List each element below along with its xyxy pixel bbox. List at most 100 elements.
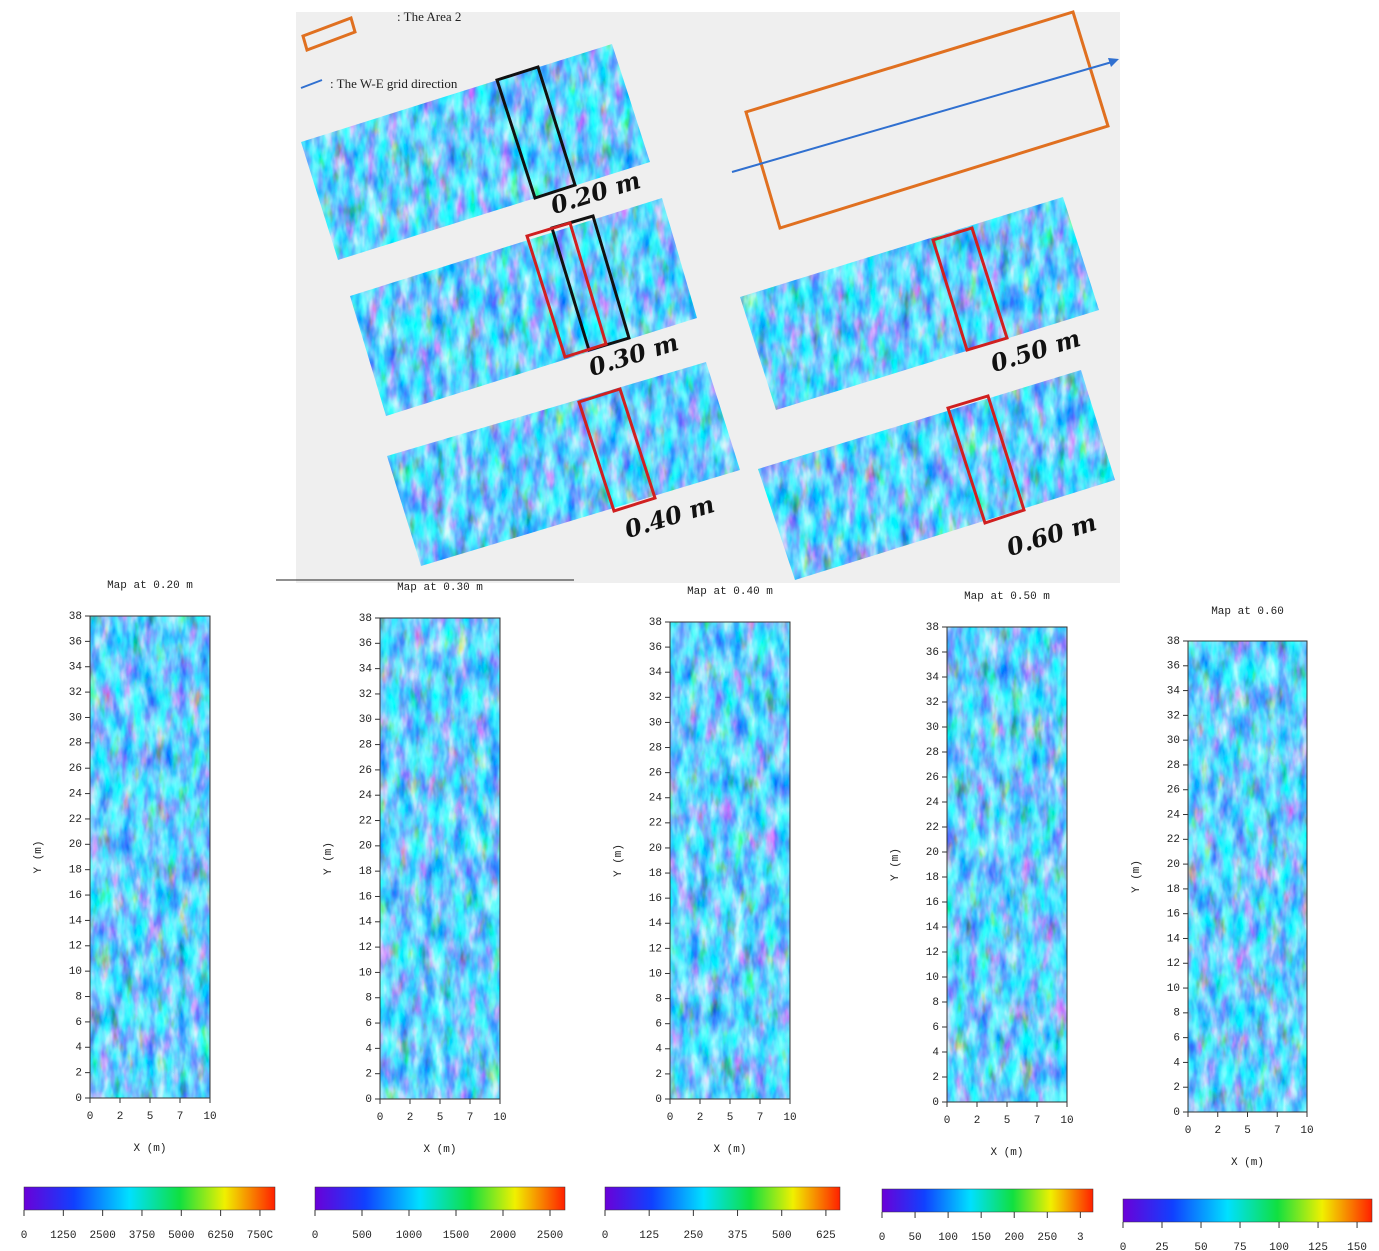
depth-map: Map at 0.30 m024681012141618202224262830… — [312, 582, 566, 1242]
colorbar-tick-label: 50 — [1194, 1242, 1207, 1251]
x-axis-label: X (m) — [713, 1144, 746, 1156]
y-tick-label: 28 — [926, 747, 939, 759]
colorbar-tick-label: 25 — [1155, 1242, 1168, 1251]
y-tick-label: 28 — [649, 742, 662, 754]
y-tick-label: 10 — [69, 966, 82, 978]
colorbar-tick-label: 2500 — [89, 1230, 115, 1242]
y-tick-label: 0 — [932, 1097, 939, 1109]
colorbar-tick-label: 500 — [772, 1230, 792, 1242]
y-axis-label: Y (m) — [1131, 860, 1143, 893]
y-tick-label: 30 — [926, 722, 939, 734]
y-tick-label: 38 — [1167, 636, 1180, 648]
colorbar-tick-label: 200 — [1004, 1232, 1024, 1244]
x-tick-label: 2 — [117, 1111, 124, 1123]
y-tick-label: 10 — [926, 972, 939, 984]
highlight-box — [525, 221, 608, 359]
y-axis-label: Y (m) — [323, 842, 335, 875]
y-tick-label: 8 — [365, 993, 372, 1005]
y-tick-label: 34 — [1167, 685, 1181, 697]
colorbar-tick-label: 100 — [938, 1232, 958, 1244]
y-tick-label: 34 — [69, 662, 83, 674]
x-tick-label: 5 — [147, 1111, 154, 1123]
x-tick-label: 0 — [377, 1112, 384, 1124]
y-tick-label: 28 — [1167, 760, 1180, 772]
y-tick-label: 0 — [365, 1094, 372, 1106]
y-tick-label: 32 — [359, 689, 372, 701]
y-tick-label: 10 — [1167, 983, 1180, 995]
x-tick-label: 10 — [783, 1112, 796, 1124]
x-tick-label: 5 — [437, 1112, 444, 1124]
y-tick-label: 36 — [69, 636, 82, 648]
heatmap — [1188, 641, 1307, 1112]
y-tick-label: 2 — [365, 1069, 372, 1081]
highlight-box — [550, 214, 631, 352]
y-tick-label: 26 — [69, 763, 82, 775]
y-tick-label: 22 — [359, 815, 372, 827]
colorbar-tick-label: 50 — [908, 1232, 921, 1244]
highlight-box — [931, 226, 1009, 352]
depth-map: Map at 0.6002468101214161820222426283032… — [1120, 606, 1373, 1251]
y-tick-label: 2 — [1173, 1082, 1180, 1094]
x-axis-label: X (m) — [423, 1144, 456, 1156]
colorbar-tick-label: 1500 — [443, 1230, 469, 1242]
y-tick-label: 30 — [69, 712, 82, 724]
x-tick-label: 2 — [407, 1112, 414, 1124]
y-tick-label: 38 — [69, 611, 82, 623]
x-tick-label: 2 — [974, 1115, 981, 1127]
legend-direction: : The W-E grid direction — [330, 76, 458, 91]
y-tick-label: 20 — [359, 841, 372, 853]
y-tick-label: 38 — [359, 613, 372, 625]
depth-map: Map at 0.20 m024681012141618202224262830… — [21, 580, 276, 1242]
depth-map: Map at 0.40 m024681012141618202224262830… — [602, 586, 841, 1242]
y-tick-label: 14 — [359, 917, 373, 929]
y-tick-label: 16 — [359, 891, 372, 903]
y-tick-label: 34 — [359, 664, 373, 676]
y-tick-label: 24 — [69, 788, 83, 800]
y-tick-label: 16 — [649, 893, 662, 905]
y-tick-label: 2 — [75, 1068, 82, 1080]
y-tick-label: 16 — [1167, 909, 1180, 921]
map-title: Map at 0.50 m — [964, 591, 1050, 603]
arrow-head — [1108, 58, 1119, 67]
x-tick-label: 10 — [203, 1111, 216, 1123]
y-tick-label: 22 — [69, 814, 82, 826]
x-tick-label: 7 — [467, 1112, 474, 1124]
y-tick-label: 24 — [926, 797, 940, 809]
y-axis-label: Y (m) — [613, 844, 625, 877]
colorbar-tick-label: 750C — [247, 1230, 274, 1242]
colorbar-tick-label: 625 — [816, 1230, 836, 1242]
colorbar-tick-label: 0 — [21, 1230, 28, 1242]
colorbar-tick-label: 0 — [879, 1232, 886, 1244]
y-tick-label: 22 — [1167, 834, 1180, 846]
direction-arrow — [731, 61, 1113, 173]
colorbar-tick-label: 125 — [1308, 1242, 1328, 1251]
y-tick-label: 36 — [649, 642, 662, 654]
x-tick-label: 5 — [1244, 1125, 1251, 1137]
colorbar-tick-label: 375 — [728, 1230, 748, 1242]
x-tick-label: 2 — [1214, 1125, 1221, 1137]
map-title: Map at 0.20 m — [107, 580, 193, 592]
x-tick-label: 0 — [944, 1115, 951, 1127]
slice-map — [387, 362, 740, 566]
y-tick-label: 24 — [1167, 809, 1181, 821]
y-tick-label: 8 — [1173, 1008, 1180, 1020]
colorbar-tick-label: 6250 — [207, 1230, 233, 1242]
y-tick-label: 36 — [359, 638, 372, 650]
highlight-box — [577, 387, 657, 513]
y-axis-label: Y (m) — [33, 840, 45, 873]
colorbar-tick-label: 500 — [352, 1230, 372, 1242]
heatmap — [947, 627, 1067, 1102]
y-tick-label: 0 — [75, 1093, 82, 1105]
colorbar-tick-label: 150 — [1347, 1242, 1367, 1251]
x-axis-label: X (m) — [990, 1147, 1023, 1159]
y-tick-label: 20 — [1167, 859, 1180, 871]
y-tick-label: 20 — [69, 839, 82, 851]
heatmap — [380, 618, 500, 1099]
x-tick-label: 0 — [1185, 1125, 1192, 1137]
y-tick-label: 0 — [655, 1094, 662, 1106]
y-tick-label: 26 — [649, 768, 662, 780]
y-tick-label: 12 — [649, 943, 662, 955]
y-tick-label: 36 — [926, 647, 939, 659]
colorbar-tick-label: 125 — [639, 1230, 659, 1242]
y-tick-label: 30 — [649, 717, 662, 729]
